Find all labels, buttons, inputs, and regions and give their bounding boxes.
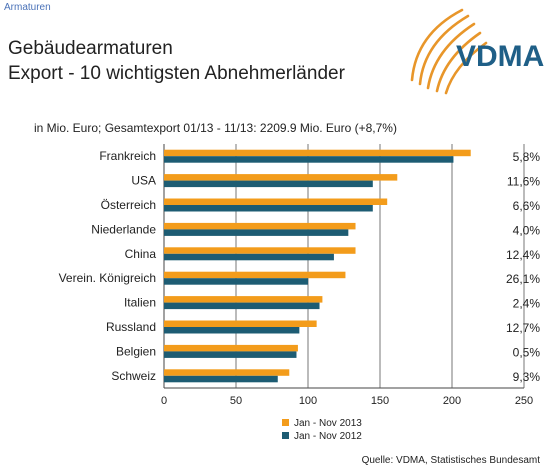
legend-label: Jan - Nov 2013 [294, 418, 362, 429]
category-label: Italien [124, 296, 156, 310]
change-label: 12,4% [506, 248, 540, 262]
category-label: Schweiz [111, 369, 156, 383]
bar-2013 [164, 174, 398, 181]
change-label: 12,7% [506, 321, 540, 335]
bar-2013 [164, 222, 356, 230]
legend-label: Jan - Nov 2012 [294, 431, 362, 442]
change-label: 6,6% [513, 199, 541, 213]
section-label[interactable]: Armaturen [4, 2, 51, 13]
bar-2013 [164, 296, 323, 303]
x-tick-label: 150 [371, 395, 389, 407]
change-label: 0,5% [513, 345, 541, 359]
x-tick-label: 50 [230, 395, 242, 407]
category-label: Belgien [116, 344, 156, 358]
category-label: Frankreich [99, 149, 156, 163]
x-tick-label: 250 [515, 395, 533, 407]
x-tick-label: 200 [443, 395, 461, 407]
bar-2012 [164, 278, 308, 285]
category-label: Verein. Königreich [59, 271, 156, 285]
chart-subtitle: in Mio. Euro; Gesamtexport 01/13 - 11/13… [34, 121, 397, 135]
bar-2013 [164, 198, 388, 205]
page-title: Gebäudearmaturen [8, 38, 173, 59]
bar-2013 [164, 344, 298, 352]
category-label: Russland [106, 320, 156, 334]
category-label: Niederlande [91, 222, 156, 236]
bar-2012 [164, 375, 278, 383]
change-label: 5,8% [513, 150, 541, 164]
change-label: 4,0% [513, 223, 541, 237]
legend-swatch [282, 432, 289, 439]
source-note: Quelle: VDMA, Statistisches Bundesamt [361, 455, 540, 466]
bar-2013 [164, 271, 346, 279]
bar-2013 [164, 369, 290, 376]
change-label: 11,6% [507, 175, 540, 189]
page-subtitle: Export - 10 wichtigsten Abnehmerländer [8, 63, 345, 84]
legend-swatch [282, 419, 289, 426]
bar-2013 [164, 320, 317, 327]
bar-2012 [164, 253, 334, 261]
bar-2013 [164, 149, 471, 157]
bar-2012 [164, 302, 320, 310]
bar-2012 [164, 229, 349, 236]
logo-swoosh-icon [410, 8, 488, 95]
bar-2012 [164, 205, 373, 212]
category-label: China [125, 247, 157, 261]
category-label: USA [131, 174, 156, 188]
bar-2012 [164, 156, 454, 163]
x-tick-label: 100 [299, 395, 317, 407]
change-label: 26,1% [506, 272, 540, 286]
bar-2012 [164, 351, 297, 358]
change-label: 9,3% [513, 370, 541, 384]
bar-2012 [164, 327, 300, 334]
bar-2012 [164, 180, 373, 188]
x-tick-label: 0 [161, 395, 167, 407]
vdma-logo: VDMA [410, 8, 544, 95]
category-label: Österreich [101, 198, 156, 212]
logo-text: VDMA [456, 40, 544, 73]
change-label: 2,4% [513, 297, 541, 311]
bar-2013 [164, 247, 356, 254]
